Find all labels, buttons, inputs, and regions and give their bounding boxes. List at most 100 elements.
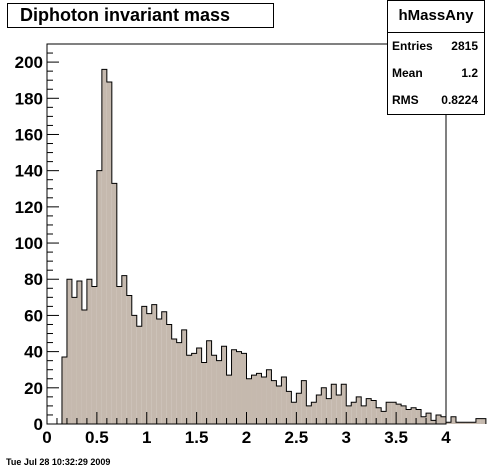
histogram-bin bbox=[151, 304, 157, 424]
histogram-bin bbox=[436, 414, 442, 424]
y-tick-label: 0 bbox=[34, 415, 43, 434]
histogram-bin bbox=[231, 349, 237, 424]
histogram-bin bbox=[146, 313, 152, 424]
histogram-bin bbox=[346, 405, 352, 424]
histogram-bin bbox=[406, 409, 412, 424]
histogram-bin bbox=[431, 420, 437, 424]
y-tick-label: 200 bbox=[15, 53, 43, 72]
x-tick-label: 1.5 bbox=[185, 428, 209, 447]
histogram-bin bbox=[76, 281, 82, 424]
stats-value: 1.2 bbox=[461, 66, 478, 80]
histogram-bin bbox=[171, 338, 177, 424]
histogram-bin bbox=[396, 404, 402, 424]
histogram-bin bbox=[101, 69, 107, 424]
stats-value: 0.8224 bbox=[441, 93, 478, 107]
histogram-bin bbox=[116, 286, 122, 424]
histogram-bin bbox=[166, 324, 172, 424]
chart-title: Diphoton invariant mass bbox=[7, 3, 274, 28]
y-tick-label: 40 bbox=[24, 343, 43, 362]
stats-row-mean: Mean 1.2 bbox=[388, 60, 484, 87]
histogram-bin bbox=[361, 405, 367, 424]
histogram-bin bbox=[266, 369, 272, 424]
histogram-bin bbox=[296, 393, 302, 424]
x-tick-label: 4 bbox=[441, 428, 451, 447]
histogram-bin bbox=[306, 405, 312, 424]
stats-histogram-name: hMassAny bbox=[388, 1, 484, 33]
histogram-bin bbox=[216, 360, 222, 424]
stats-label: RMS bbox=[392, 93, 419, 107]
histogram-bin bbox=[91, 286, 97, 424]
histogram-bin bbox=[226, 375, 232, 424]
histogram-bin bbox=[480, 418, 486, 424]
histogram-bin bbox=[311, 402, 317, 424]
histogram-bin bbox=[241, 353, 247, 424]
y-tick-label: 120 bbox=[15, 198, 43, 217]
histogram-bin bbox=[281, 376, 287, 424]
histogram-bin bbox=[386, 402, 392, 424]
histogram-bin bbox=[126, 295, 132, 424]
histogram-bin bbox=[421, 416, 427, 424]
x-tick-label: 2 bbox=[242, 428, 251, 447]
stats-box: hMassAny Entries 2815 Mean 1.2 RMS 0.822… bbox=[387, 0, 485, 115]
histogram-bin bbox=[341, 384, 347, 424]
stats-label: Entries bbox=[392, 39, 433, 53]
histogram-bin bbox=[201, 362, 207, 424]
histogram-bin bbox=[316, 395, 322, 424]
y-tick-label: 140 bbox=[15, 162, 43, 181]
histogram-bin bbox=[256, 373, 262, 424]
stats-value: 2815 bbox=[451, 39, 478, 53]
histogram-bin bbox=[181, 329, 187, 424]
histogram-bin bbox=[460, 422, 466, 424]
histogram-bin bbox=[286, 391, 292, 424]
histogram-bin bbox=[176, 342, 182, 424]
histogram-bin bbox=[411, 407, 417, 424]
y-tick-label: 60 bbox=[24, 306, 43, 325]
histogram-bin bbox=[291, 402, 297, 424]
histogram-bin bbox=[161, 311, 167, 424]
histogram-bin bbox=[141, 306, 147, 424]
histogram-bin bbox=[276, 386, 282, 424]
histogram-bin bbox=[446, 422, 451, 424]
histogram-bin bbox=[86, 279, 92, 424]
stats-row-entries: Entries 2815 bbox=[388, 33, 484, 60]
histogram-bin bbox=[66, 279, 72, 424]
histogram-bin bbox=[131, 315, 137, 424]
histogram-bin bbox=[206, 340, 212, 424]
histogram-bin bbox=[366, 398, 372, 424]
histogram-bin bbox=[301, 380, 307, 424]
histogram-bin bbox=[321, 387, 327, 424]
y-tick-label: 100 bbox=[15, 234, 43, 253]
y-tick-label: 20 bbox=[24, 379, 43, 398]
histogram-bin bbox=[465, 422, 471, 424]
x-tick-label: 2.5 bbox=[285, 428, 309, 447]
histogram-bin bbox=[470, 422, 476, 424]
histogram-bin bbox=[196, 348, 202, 424]
histogram-bin bbox=[71, 297, 77, 424]
histogram-bin bbox=[156, 319, 162, 424]
histogram-bin bbox=[455, 422, 461, 424]
histogram-bars bbox=[61, 68, 487, 424]
histogram-bin bbox=[186, 355, 192, 424]
histogram-bin bbox=[331, 384, 337, 424]
histogram-bin bbox=[251, 375, 257, 424]
histogram-bin bbox=[271, 380, 277, 424]
histogram-bin bbox=[336, 395, 342, 424]
histogram-bin bbox=[401, 405, 407, 424]
histogram-bin bbox=[326, 398, 332, 424]
histogram-outline bbox=[61, 68, 487, 424]
histogram-bin bbox=[191, 353, 197, 424]
x-tick-label: 0 bbox=[42, 428, 51, 447]
histogram-bin bbox=[416, 409, 422, 424]
histogram-bin bbox=[61, 357, 67, 424]
histogram-bin bbox=[81, 310, 87, 424]
stats-row-rms: RMS 0.8224 bbox=[388, 87, 484, 114]
histogram-bin bbox=[376, 407, 382, 424]
axes: 0 0.5 1 1.5 2 2.5 3 3.5 402040608010012014016018… bbox=[15, 52, 451, 447]
stats-label: Mean bbox=[392, 66, 423, 80]
x-tick-label: 0.5 bbox=[85, 428, 109, 447]
histogram-bin bbox=[121, 275, 127, 424]
histogram-bin bbox=[426, 413, 432, 424]
histogram-bin bbox=[356, 396, 362, 424]
x-tick-label: 1 bbox=[142, 428, 151, 447]
